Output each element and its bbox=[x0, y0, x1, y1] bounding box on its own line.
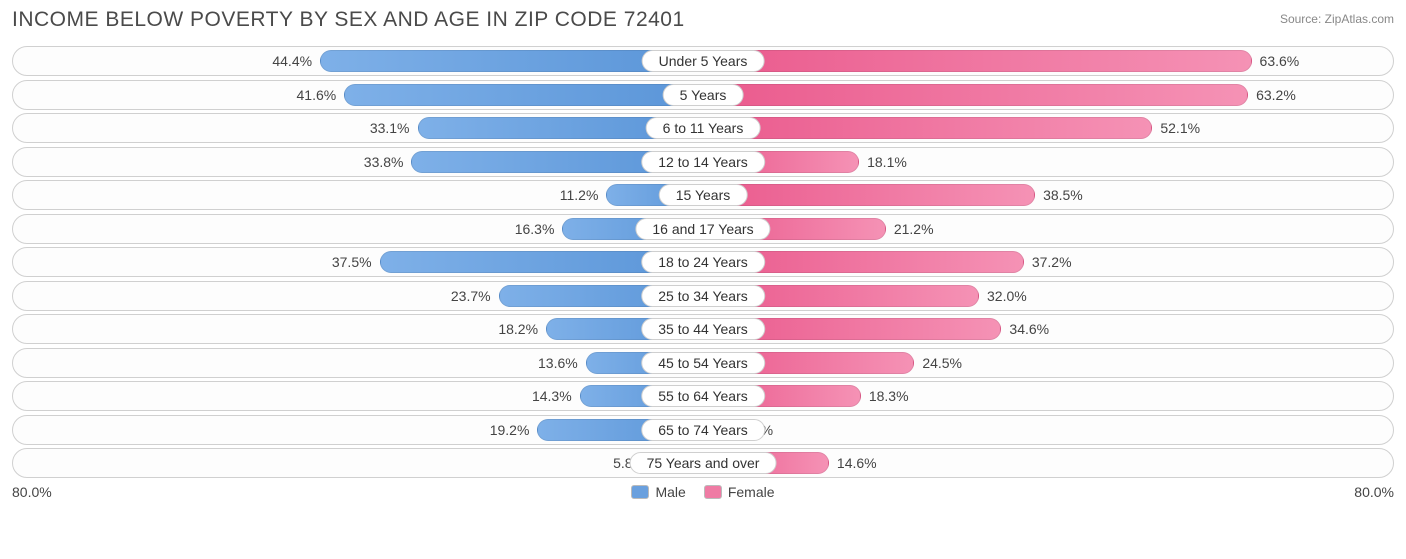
chart-row: 11.2% 38.5% 15 Years bbox=[12, 180, 1394, 210]
female-bar bbox=[703, 50, 1252, 72]
chart-source: Source: ZipAtlas.com bbox=[1280, 8, 1394, 26]
male-value: 18.2% bbox=[498, 315, 538, 343]
category-label: 65 to 74 Years bbox=[641, 419, 765, 441]
female-value: 63.6% bbox=[1260, 47, 1300, 75]
female-value: 14.6% bbox=[837, 449, 877, 477]
legend: Male Female bbox=[631, 484, 774, 500]
chart-row: 33.8% 18.1% 12 to 14 Years bbox=[12, 147, 1394, 177]
male-value: 33.1% bbox=[370, 114, 410, 142]
category-label: 6 to 11 Years bbox=[646, 117, 761, 139]
category-label: 55 to 64 Years bbox=[641, 385, 765, 407]
category-label: 12 to 14 Years bbox=[641, 151, 765, 173]
axis-right-max: 80.0% bbox=[1354, 484, 1394, 500]
category-label: 75 Years and over bbox=[630, 452, 777, 474]
male-value: 19.2% bbox=[490, 416, 530, 444]
category-label: 16 and 17 Years bbox=[635, 218, 770, 240]
category-label: 25 to 34 Years bbox=[641, 285, 765, 307]
female-value: 24.5% bbox=[922, 349, 962, 377]
female-value: 52.1% bbox=[1160, 114, 1200, 142]
category-label: 18 to 24 Years bbox=[641, 251, 765, 273]
chart-row: 44.4% 63.6% Under 5 Years bbox=[12, 46, 1394, 76]
chart-row: 41.6% 63.2% 5 Years bbox=[12, 80, 1394, 110]
chart-row: 5.8%14.6%75 Years and over bbox=[12, 448, 1394, 478]
legend-label-female: Female bbox=[728, 484, 775, 500]
chart-footer: 80.0% Male Female 80.0% bbox=[12, 484, 1394, 500]
chart-title: INCOME BELOW POVERTY BY SEX AND AGE IN Z… bbox=[12, 8, 685, 32]
male-value: 14.3% bbox=[532, 382, 572, 410]
chart-row: 16.3% 21.2% 16 and 17 Years bbox=[12, 214, 1394, 244]
male-value: 13.6% bbox=[538, 349, 578, 377]
male-value: 16.3% bbox=[515, 215, 555, 243]
female-value: 21.2% bbox=[894, 215, 934, 243]
category-label: Under 5 Years bbox=[642, 50, 765, 72]
female-value: 37.2% bbox=[1032, 248, 1072, 276]
diverging-bar-chart: 44.4% 63.6% Under 5 Years 41.6% 63.2% 5 Years… bbox=[12, 46, 1394, 478]
female-value: 18.1% bbox=[867, 148, 907, 176]
chart-header: INCOME BELOW POVERTY BY SEX AND AGE IN Z… bbox=[12, 8, 1394, 32]
chart-row: 33.1% 52.1% 6 to 11 Years bbox=[12, 113, 1394, 143]
chart-row: 18.2% 34.6% 35 to 44 Years bbox=[12, 314, 1394, 344]
female-value: 38.5% bbox=[1043, 181, 1083, 209]
female-value: 18.3% bbox=[869, 382, 909, 410]
female-bar bbox=[703, 184, 1035, 206]
male-value: 33.8% bbox=[364, 148, 404, 176]
category-label: 5 Years bbox=[663, 84, 744, 106]
male-value: 37.5% bbox=[332, 248, 372, 276]
female-bar bbox=[703, 84, 1248, 106]
female-value: 34.6% bbox=[1009, 315, 1049, 343]
female-value: 63.2% bbox=[1256, 81, 1296, 109]
axis-left-max: 80.0% bbox=[12, 484, 52, 500]
category-label: 15 Years bbox=[659, 184, 748, 206]
female-bar bbox=[703, 117, 1152, 139]
male-value: 23.7% bbox=[451, 282, 491, 310]
chart-row: 19.2%3.5%65 to 74 Years bbox=[12, 415, 1394, 445]
chart-row: 23.7% 32.0% 25 to 34 Years bbox=[12, 281, 1394, 311]
legend-label-male: Male bbox=[655, 484, 685, 500]
chart-row: 14.3% 18.3% 55 to 64 Years bbox=[12, 381, 1394, 411]
legend-swatch-female bbox=[704, 485, 722, 499]
male-value: 41.6% bbox=[297, 81, 337, 109]
chart-row: 13.6% 24.5% 45 to 54 Years bbox=[12, 348, 1394, 378]
category-label: 35 to 44 Years bbox=[641, 318, 765, 340]
male-value: 44.4% bbox=[272, 47, 312, 75]
male-value: 11.2% bbox=[560, 181, 599, 209]
female-value: 32.0% bbox=[987, 282, 1027, 310]
chart-row: 37.5% 37.2% 18 to 24 Years bbox=[12, 247, 1394, 277]
male-bar bbox=[344, 84, 703, 106]
category-label: 45 to 54 Years bbox=[641, 352, 765, 374]
legend-item-female: Female bbox=[704, 484, 775, 500]
legend-item-male: Male bbox=[631, 484, 685, 500]
legend-swatch-male bbox=[631, 485, 649, 499]
